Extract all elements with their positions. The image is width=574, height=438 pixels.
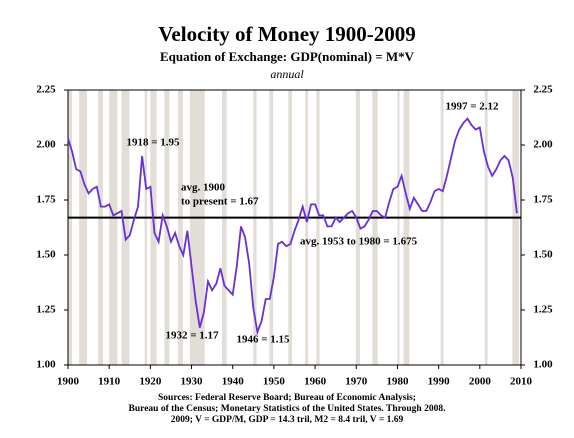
y2-tick-label: 2.25	[533, 84, 553, 96]
x-tick-label: 1920	[139, 376, 162, 388]
y-tick-label: 1.50	[36, 249, 56, 261]
y-tick-label: 2.00	[36, 139, 56, 151]
shaded-period	[121, 90, 130, 365]
frequency-label: annual	[270, 67, 304, 81]
shaded-period	[316, 90, 320, 365]
annotation: to present = 1.67	[181, 196, 259, 208]
x-tick-label: 2010	[510, 376, 533, 388]
x-tick-label: 1910	[98, 376, 121, 388]
shaded-period	[305, 90, 309, 365]
y2-tick-label: 1.00	[533, 359, 553, 371]
annotation: 1918 = 1.95	[126, 137, 180, 149]
annotation: 1946 = 1.15	[236, 334, 290, 346]
annotation: 1997 = 2.12	[445, 101, 499, 113]
y2-tick-label: 2.00	[533, 139, 553, 151]
annotation: 1932 = 1.17	[165, 330, 219, 342]
shaded-period	[177, 90, 183, 365]
shaded-period	[98, 90, 104, 365]
shaded-period	[355, 90, 360, 365]
source-note: 2009; V = GDP/M, GDP = 14.3 tril, M2 = 8…	[171, 415, 404, 425]
x-tick-label: 1970	[345, 376, 368, 388]
y-tick-label: 1.00	[36, 359, 56, 371]
shaded-period	[253, 90, 257, 365]
shaded-period	[397, 90, 400, 365]
y2-tick-label: 1.25	[533, 304, 553, 316]
x-tick-label: 2000	[469, 376, 492, 388]
annotation: avg. 1953 to 1980 = 1.675	[300, 236, 418, 248]
shaded-period	[68, 90, 73, 365]
shaded-period	[79, 90, 87, 365]
source-note: Sources: Federal Reserve Board; Bureau o…	[158, 393, 416, 403]
chart-subtitle: Equation of Exchange: GDP(nominal) = M*V	[160, 49, 415, 64]
y-tick-label: 1.25	[36, 304, 56, 316]
shaded-period	[144, 90, 148, 365]
x-tick-label: 1900	[57, 376, 80, 388]
data-line	[67, 117, 518, 336]
shaded-period	[372, 90, 378, 365]
x-tick-label: 1990	[428, 376, 451, 388]
shaded-period	[269, 90, 274, 365]
y2-tick-label: 1.75	[533, 194, 553, 206]
plot-frame	[67, 89, 522, 366]
x-tick-label: 1940	[222, 376, 245, 388]
shaded-period	[512, 90, 519, 365]
shaded-period	[222, 90, 227, 365]
x-tick-label: 1960	[304, 376, 327, 388]
x-tick-label: 1980	[386, 376, 409, 388]
chart-title: Velocity of Money 1900-2009	[158, 22, 416, 46]
shaded-period	[484, 90, 488, 365]
y-tick-label: 1.75	[36, 194, 56, 206]
y-tick-label: 2.25	[36, 84, 56, 96]
annotation: avg. 1900	[181, 182, 226, 194]
source-note: Bureau of the Census; Monetary Statistic…	[129, 404, 446, 414]
shaded-period	[109, 90, 118, 365]
x-tick-label: 1930	[181, 376, 204, 388]
shaded-period	[288, 90, 293, 365]
shaded-period	[403, 90, 410, 365]
x-tick-label: 1950	[263, 376, 286, 388]
shaded-period	[440, 90, 444, 365]
shaded-period	[189, 90, 205, 365]
y2-tick-label: 1.50	[533, 249, 553, 261]
